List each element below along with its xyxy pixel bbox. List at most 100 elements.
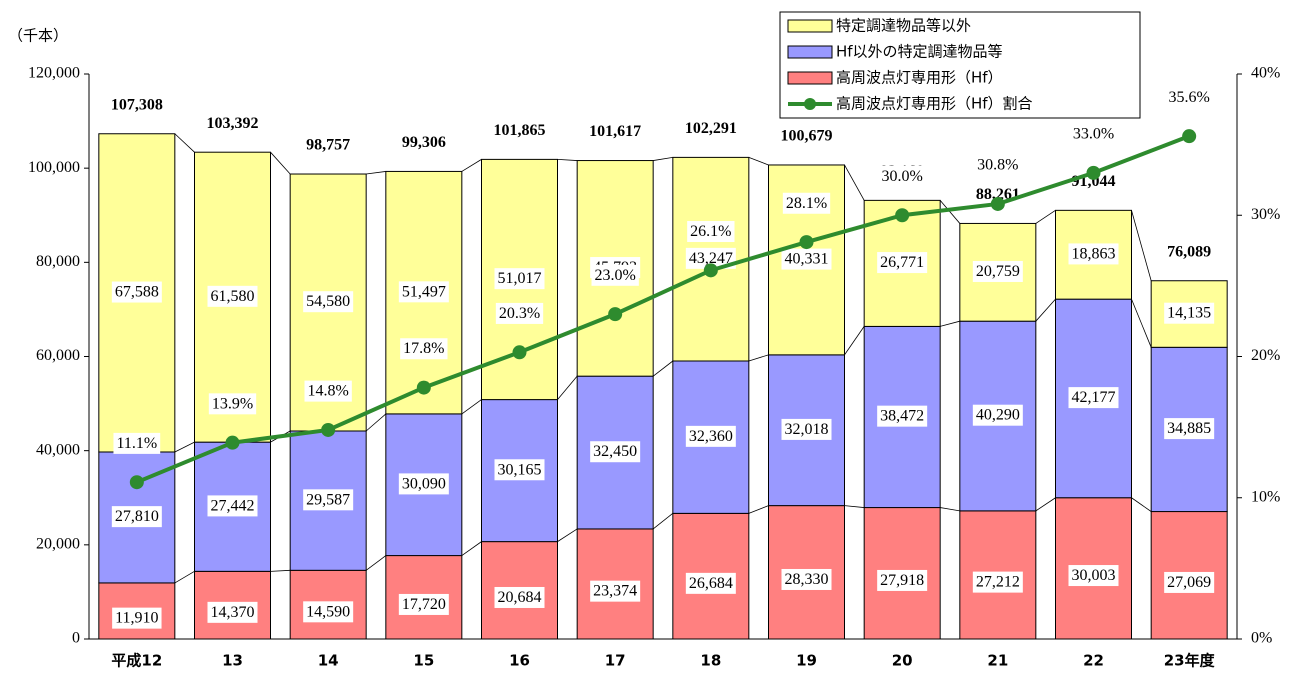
series-line (557, 528, 578, 542)
x-tick-label: 平成12 (111, 652, 162, 670)
label-box (685, 247, 736, 269)
series-line (174, 570, 195, 584)
series-line (940, 320, 960, 327)
y2-tick-label: 30% (1251, 206, 1280, 223)
value-label: 14,370 (211, 604, 255, 621)
series-line (270, 569, 291, 572)
y-tick-label: 120,000 (28, 65, 80, 82)
label-box (303, 489, 354, 511)
label-box (1068, 243, 1119, 265)
value-label: 20,684 (498, 589, 542, 606)
series-line (557, 158, 578, 161)
y-tick-label: 40,000 (36, 441, 80, 458)
value-label: 14,135 (1167, 305, 1211, 322)
total-label: 101,865 (494, 122, 546, 139)
legend-box (779, 11, 1141, 119)
ratio-label: 30.8% (977, 157, 1018, 174)
label-box (781, 568, 832, 590)
label-box (303, 601, 354, 623)
total-label: 76,089 (1167, 243, 1211, 260)
series-line (365, 555, 387, 571)
value-label: 27,810 (115, 508, 159, 525)
x-tick-label: 21 (987, 652, 1008, 670)
total-label: 101,617 (589, 123, 641, 140)
ratio-label: 28.1% (786, 195, 827, 212)
x-tick-label: 18 (700, 652, 721, 670)
label-box (494, 268, 545, 290)
value-label: 61,580 (211, 288, 255, 305)
label-box (113, 432, 161, 454)
value-label: 17,720 (402, 596, 446, 613)
legend-point (804, 98, 816, 110)
x-tick-label: 19 (796, 652, 817, 670)
x-tick-label: 22 (1083, 652, 1104, 670)
value-label: 30,165 (498, 461, 542, 478)
series-line (748, 157, 769, 166)
value-label: 43,247 (689, 250, 733, 267)
label-box (877, 569, 928, 591)
label-box (974, 154, 1022, 176)
value-label: 32,018 (785, 421, 829, 438)
value-label: 27,918 (880, 572, 924, 589)
bar-segment (289, 430, 367, 571)
ratio-label: 13.9% (212, 395, 253, 412)
series-line (174, 133, 195, 153)
ratio-label: 23.0% (595, 267, 636, 284)
ratio-point (799, 235, 814, 250)
label-box (877, 405, 928, 427)
label-box (878, 165, 926, 187)
series-line (652, 513, 674, 530)
label-box (494, 586, 545, 608)
y-tick-label: 80,000 (36, 253, 80, 270)
label-box (687, 221, 735, 243)
total-label: 102,291 (685, 120, 737, 137)
x-tick-label: 17 (605, 652, 626, 670)
y-tick-label: 100,000 (28, 159, 80, 176)
x-tick-label: 13 (222, 652, 243, 670)
label-box (400, 338, 448, 360)
series-line (1131, 497, 1152, 512)
y2-tick-label: 20% (1251, 347, 1280, 364)
label-box (208, 393, 257, 415)
ratio-point (703, 263, 718, 278)
y-tick-label: 0 (72, 630, 80, 647)
value-label: 27,069 (1167, 574, 1211, 591)
y2-tick-label: 40% (1251, 65, 1280, 82)
ratio-point (225, 435, 240, 450)
value-label: 42,177 (1072, 389, 1116, 406)
value-label: 67,588 (115, 284, 159, 301)
series-line (748, 505, 769, 514)
series-line (461, 399, 482, 415)
ratio-point (608, 307, 623, 322)
label-box (591, 264, 639, 286)
label-box (685, 425, 736, 447)
total-label: 98,757 (306, 137, 350, 154)
series-line (748, 354, 769, 362)
value-label: 26,684 (689, 575, 733, 592)
ratio-point (416, 380, 431, 395)
label-box (1164, 302, 1215, 324)
label-box (782, 192, 831, 214)
label-box (494, 459, 545, 481)
legend-label: 高周波点灯専用形（Hf） (836, 69, 1003, 87)
value-label: 34,885 (1167, 420, 1211, 437)
series-line (1131, 210, 1152, 281)
label-box (207, 601, 258, 623)
value-label: 20,759 (976, 263, 1020, 280)
total-label: 100,679 (781, 128, 833, 145)
label-box (495, 302, 544, 324)
total-label: 103,392 (207, 115, 259, 132)
value-label: 14,590 (306, 603, 350, 620)
series-line (940, 507, 960, 512)
label-box (781, 418, 832, 440)
y-tick-label: 60,000 (36, 347, 80, 364)
label-box (111, 281, 162, 303)
ratio-label: 30.0% (882, 168, 923, 185)
value-label: 18,863 (1072, 245, 1116, 262)
ratio-point (321, 422, 336, 437)
label-box (111, 506, 162, 528)
ratio-label: 17.8% (403, 340, 444, 357)
series-line (844, 164, 865, 201)
ratio-label: 35.6% (1169, 89, 1210, 106)
